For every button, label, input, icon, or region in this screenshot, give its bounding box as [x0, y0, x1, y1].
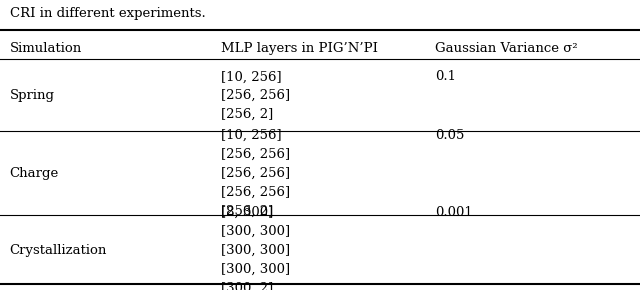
- Text: MLP layers in PIG’N’PI: MLP layers in PIG’N’PI: [221, 42, 378, 55]
- Text: [300, 300]: [300, 300]: [221, 262, 290, 275]
- Text: [300, 300]: [300, 300]: [221, 244, 290, 257]
- Text: [256, 2]: [256, 2]: [221, 204, 273, 218]
- Text: Gaussian Variance σ²: Gaussian Variance σ²: [435, 42, 578, 55]
- Text: [256, 256]: [256, 256]: [221, 89, 290, 102]
- Text: CRI in different experiments.: CRI in different experiments.: [10, 7, 205, 20]
- Text: Spring: Spring: [10, 89, 54, 102]
- Text: 0.05: 0.05: [435, 129, 465, 142]
- Text: [256, 256]: [256, 256]: [221, 186, 290, 199]
- Text: Charge: Charge: [10, 167, 59, 180]
- Text: [8, 300]: [8, 300]: [221, 206, 273, 219]
- Text: [256, 256]: [256, 256]: [221, 167, 290, 180]
- Text: [300, 2]: [300, 2]: [221, 281, 273, 290]
- Text: [10, 256]: [10, 256]: [221, 129, 282, 142]
- Text: [10, 256]: [10, 256]: [221, 70, 282, 83]
- Text: [256, 2]: [256, 2]: [221, 108, 273, 121]
- Text: 0.001: 0.001: [435, 206, 473, 219]
- Text: 0.1: 0.1: [435, 70, 456, 83]
- Text: [300, 300]: [300, 300]: [221, 225, 290, 238]
- Text: Crystallization: Crystallization: [10, 244, 107, 257]
- Text: Simulation: Simulation: [10, 42, 82, 55]
- Text: [256, 256]: [256, 256]: [221, 148, 290, 161]
